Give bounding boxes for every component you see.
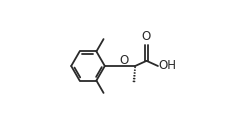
Text: OH: OH xyxy=(158,59,177,72)
Text: O: O xyxy=(119,55,128,67)
Text: O: O xyxy=(142,30,151,43)
